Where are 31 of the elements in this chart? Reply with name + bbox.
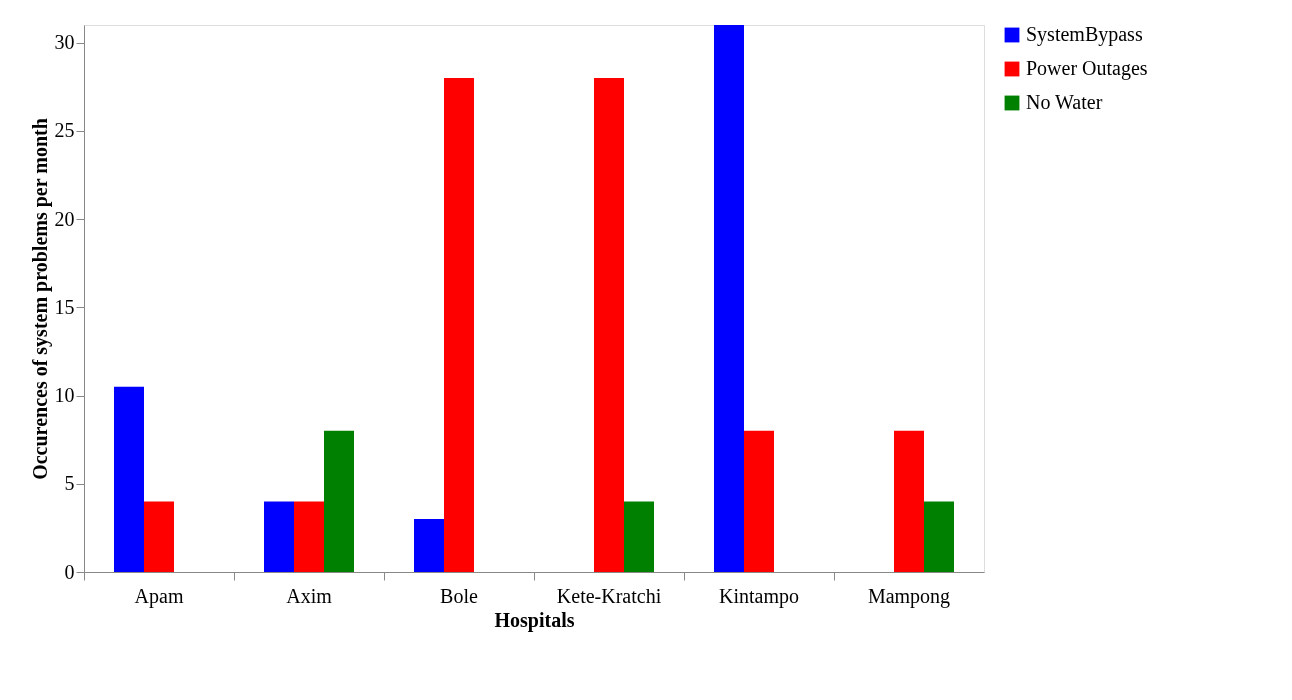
bar (594, 77, 624, 572)
y-tick-label: 25 (54, 119, 75, 142)
bar (624, 501, 654, 572)
bar (744, 430, 774, 572)
bar (294, 501, 324, 572)
legend-label: SystemBypass (1026, 23, 1143, 46)
y-axis-title: Occurences of system problems per month (28, 118, 52, 480)
bar (894, 430, 924, 572)
x-tick-label: Kintampo (719, 584, 799, 608)
bar (444, 77, 474, 572)
bar (114, 386, 144, 572)
y-tick-label: 10 (54, 384, 75, 407)
y-tick-label: 5 (64, 472, 75, 495)
y-tick-label: 15 (54, 295, 75, 318)
y-tick-label: 30 (54, 31, 75, 54)
x-tick-label: Kete-Kratchi (556, 584, 662, 607)
x-tick-label: Apam (134, 584, 184, 608)
x-tick-label: Axim (286, 584, 333, 607)
legend-label: No Water (1026, 91, 1103, 113)
y-tick-label: 20 (54, 207, 75, 230)
x-axis-title: Hospitals (494, 608, 575, 632)
x-tick-label: Mampong (867, 584, 951, 608)
legend-label: Power Outages (1026, 57, 1148, 80)
bar (264, 501, 294, 572)
bar (144, 501, 174, 572)
y-tick-label: 0 (64, 560, 75, 583)
bar (324, 430, 354, 572)
bar (714, 25, 744, 572)
bar (414, 519, 444, 572)
bar (924, 501, 954, 572)
x-tick-label: Bole (440, 584, 479, 607)
